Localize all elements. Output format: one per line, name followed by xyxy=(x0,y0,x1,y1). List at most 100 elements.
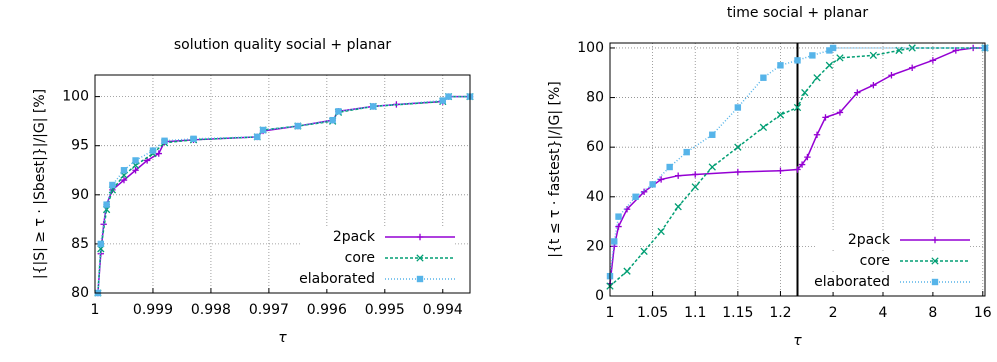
marker xyxy=(931,278,939,286)
marker xyxy=(836,54,844,62)
x-tick-label: 0.997 xyxy=(249,302,289,318)
marker xyxy=(640,188,648,196)
marker xyxy=(813,74,821,82)
y-axis-label: |{|S| ≥ τ · |Sbest|}|/|G| [%] xyxy=(32,89,48,279)
y-tick-label: 20 xyxy=(586,238,604,254)
legend-bg xyxy=(300,269,455,289)
y-tick-label: 80 xyxy=(71,285,89,301)
marker xyxy=(931,236,939,244)
marker xyxy=(416,275,424,283)
marker xyxy=(776,111,785,119)
legend-label: elaborated xyxy=(299,271,375,287)
marker xyxy=(822,114,829,121)
legend-label: core xyxy=(345,250,375,266)
legend-bg xyxy=(815,272,970,292)
marker xyxy=(734,168,742,176)
marker xyxy=(888,72,895,79)
legend-bg xyxy=(300,227,455,247)
marker xyxy=(809,52,816,59)
x-tick-label: 1.05 xyxy=(637,305,668,321)
x-tick-label: 0.999 xyxy=(133,302,173,318)
marker xyxy=(794,57,801,64)
marker xyxy=(801,88,809,97)
marker xyxy=(777,62,784,69)
marker xyxy=(829,44,837,52)
x-tick-label: 1.1 xyxy=(684,305,706,321)
marker xyxy=(734,104,742,111)
y-tick-label: 100 xyxy=(577,40,604,56)
marker xyxy=(103,201,110,208)
marker xyxy=(931,257,939,265)
marker xyxy=(674,203,682,211)
marker xyxy=(869,51,878,60)
y-tick-label: 100 xyxy=(62,89,89,105)
x-tick-label: 0.998 xyxy=(191,302,231,318)
marker xyxy=(826,47,833,54)
marker xyxy=(132,157,139,164)
marker xyxy=(640,247,648,256)
legend-bg xyxy=(815,230,970,250)
y-tick-label: 40 xyxy=(586,189,604,205)
marker xyxy=(870,81,877,89)
marker xyxy=(798,161,806,168)
marker xyxy=(445,93,452,100)
y-axis-label: |{t ≤ τ · fastest}|/|G| [%] xyxy=(547,81,563,258)
legend-label: elaborated xyxy=(814,274,890,290)
marker xyxy=(259,126,267,134)
y-tick-label: 95 xyxy=(71,138,89,154)
marker xyxy=(190,135,197,143)
marker xyxy=(161,137,168,144)
series-line xyxy=(609,47,985,284)
marker xyxy=(615,213,622,220)
marker xyxy=(120,167,128,174)
marker xyxy=(666,163,673,171)
marker xyxy=(294,122,302,130)
marker xyxy=(759,123,768,131)
marker xyxy=(804,153,811,161)
plot-frame xyxy=(609,42,986,297)
legend-label: 2pack xyxy=(848,232,891,248)
marker xyxy=(813,131,821,138)
series-line xyxy=(97,95,470,294)
marker xyxy=(777,167,784,174)
x-tick-label: 0.996 xyxy=(307,302,347,318)
marker xyxy=(109,181,116,189)
marker xyxy=(709,131,716,138)
marker xyxy=(794,166,801,173)
marker xyxy=(370,103,377,110)
x-tick-label: 0.994 xyxy=(423,302,463,318)
y-tick-label: 60 xyxy=(586,139,604,155)
series-line xyxy=(97,95,470,294)
x-axis-label: τ xyxy=(793,333,802,349)
x-axis-label: τ xyxy=(278,330,287,346)
y-tick-label: 85 xyxy=(71,236,89,252)
marker xyxy=(825,61,834,69)
marker xyxy=(623,267,631,275)
marker xyxy=(760,74,767,81)
marker xyxy=(611,238,618,245)
x-tick-label: 1.2 xyxy=(769,305,791,321)
marker xyxy=(329,116,336,124)
legend-label: 2pack xyxy=(333,229,376,245)
marker xyxy=(132,167,139,174)
x-tick-label: 1 xyxy=(606,305,615,321)
marker xyxy=(155,150,162,157)
legend-bg xyxy=(300,248,455,268)
marker xyxy=(683,148,690,156)
marker xyxy=(657,227,665,236)
marker xyxy=(615,223,622,230)
marker xyxy=(854,89,861,96)
marker xyxy=(952,47,960,54)
marker xyxy=(649,181,656,188)
marker xyxy=(149,147,157,154)
marker xyxy=(734,143,742,151)
marker xyxy=(120,176,128,184)
marker xyxy=(632,193,639,200)
plot-frame xyxy=(94,74,471,294)
x-tick-label: 8 xyxy=(928,305,937,321)
marker xyxy=(254,133,261,141)
x-tick-label: 1.15 xyxy=(722,305,753,321)
y-tick-label: 0 xyxy=(595,288,604,304)
marker xyxy=(97,240,104,248)
